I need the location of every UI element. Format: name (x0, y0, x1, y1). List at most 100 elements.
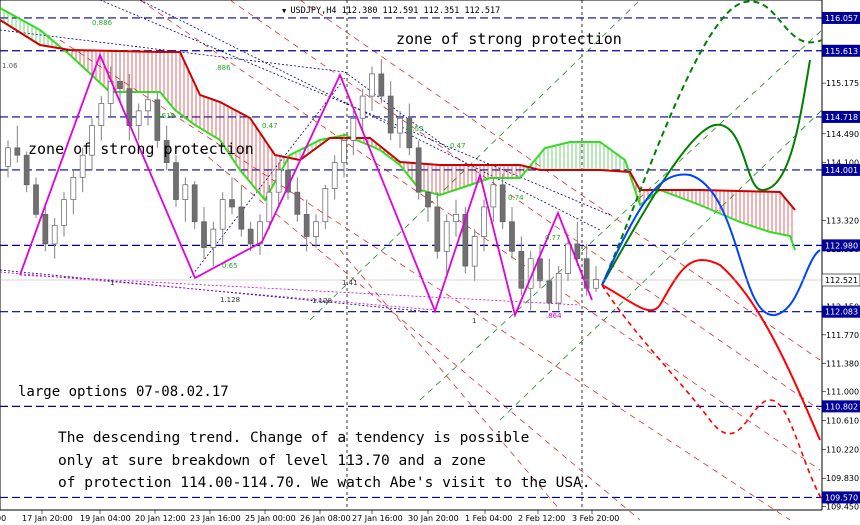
candle (303, 199, 310, 252)
y-tick-label: 113.320 (826, 216, 859, 225)
candle (341, 133, 347, 178)
svg-text:0.47: 0.47 (262, 122, 278, 130)
candle (79, 147, 86, 193)
level-label: 116.057 (822, 11, 860, 24)
candle (219, 192, 226, 244)
level-label: 112.083 (822, 305, 860, 318)
candle (490, 177, 497, 222)
x-tick-label: 27 Jan 16:00 (352, 514, 403, 523)
svg-text:112.521: 112.521 (825, 276, 858, 285)
candle (509, 206, 515, 259)
y-tick-label: 111.000 (826, 388, 859, 397)
x-tick-label: 25 Jan 00:00 (245, 514, 296, 523)
svg-text:1.06: 1.06 (2, 62, 18, 70)
x-tick-label: 20 Jan 12:00 (135, 514, 186, 523)
level-label: 109.570 (822, 491, 860, 504)
candle (163, 125, 170, 170)
y-tick-label: 114.100 (826, 159, 859, 168)
svg-text:0.74: 0.74 (508, 194, 524, 202)
candle (61, 192, 67, 237)
candle (593, 266, 599, 292)
cloud-hatch (0, 8, 793, 242)
svg-text:1.618: 1.618 (155, 112, 175, 120)
comment-line-2: only at sure breakdown of level 113.70 a… (58, 453, 486, 469)
candle (51, 218, 58, 259)
x-tick-label: 30 Jan 20:00 (408, 514, 459, 523)
x-tick-label: 23 Jan 16:00 (190, 514, 241, 523)
candle (191, 181, 198, 230)
svg-text:0.53: 0.53 (408, 125, 424, 133)
candle (70, 170, 77, 215)
candle (537, 243, 543, 289)
svg-text:00: 00 (0, 514, 6, 523)
svg-text:114.718: 114.718 (825, 113, 858, 122)
ichimoku-cloud (0, 7, 796, 251)
comment-line-1: The descending trend. Change of a tenden… (58, 430, 529, 446)
candle (406, 103, 413, 156)
ascending-channel (309, 0, 823, 421)
y-tick-label: 110.220 (826, 445, 859, 454)
candle (369, 66, 375, 111)
candle (425, 177, 431, 222)
svg-text:1: 1 (110, 279, 114, 287)
candle (359, 88, 366, 134)
candle (117, 51, 123, 104)
y-tick-label: 109.450 (826, 502, 859, 511)
plot-area (0, 0, 823, 511)
candle (555, 266, 562, 311)
comment-line-3: of protection 114.00-114.70. We watch Ab… (58, 475, 591, 491)
svg-text:0.886: 0.886 (92, 19, 113, 27)
candle (154, 92, 161, 148)
candle (313, 214, 319, 248)
candle (481, 199, 487, 252)
y-tick-label: 110.610 (826, 417, 859, 426)
candle (266, 184, 273, 230)
svg-text:0.65: 0.65 (222, 262, 238, 270)
svg-text:116.057: 116.057 (825, 14, 858, 23)
x-tick-label: 26 Jan 08:00 (300, 514, 351, 523)
options-label: large options 07-08.02.17 (18, 384, 229, 400)
candle (89, 118, 95, 170)
x-tick-label: 19 Jan 04:00 (80, 514, 131, 523)
svg-text:112.083: 112.083 (825, 308, 858, 317)
candle (23, 151, 30, 193)
x-axis-ticks: 17 Jan 20:00 19 Jan 04:00 20 Jan 12:00 23 J… (0, 510, 619, 523)
candle (173, 155, 179, 207)
level-label: 114.718 (822, 110, 860, 123)
candle (145, 88, 151, 126)
candle (453, 199, 459, 237)
candle (499, 173, 506, 230)
horizontal-levels (0, 17, 822, 499)
candle (201, 206, 207, 259)
current-price-tag: 112.521 (821, 273, 860, 287)
candle (471, 229, 478, 281)
candle (387, 81, 394, 141)
level-label: 110.802 (822, 400, 860, 413)
candle (415, 140, 422, 200)
level-price-labels: 116.057 115.613 114.718 114.001 112.980 112.0… (822, 11, 860, 504)
svg-text:0.47: 0.47 (450, 142, 466, 150)
x-tick-label: 1 Feb 04:00 (465, 514, 512, 523)
candle (565, 236, 571, 281)
candle (294, 177, 301, 222)
level-label: 112.980 (822, 239, 860, 252)
candle (434, 192, 441, 259)
svg-text:1.128: 1.128 (312, 297, 332, 305)
red-line (0, 19, 796, 211)
candle (574, 221, 581, 267)
candle (182, 177, 189, 222)
candle (275, 162, 282, 207)
x-tick-label: 3 Feb 20:00 (572, 514, 619, 523)
svg-text:115.613: 115.613 (825, 47, 858, 56)
candle (331, 155, 338, 200)
svg-text:1.128: 1.128 (220, 296, 240, 304)
y-tick-label: 111.380 (826, 360, 859, 369)
svg-text:.864: .864 (546, 312, 562, 320)
x-tick-label: 2 Feb 12:00 (518, 514, 565, 523)
price-axis (822, 0, 860, 525)
fib-labels: 0.886 1.06 .886 1.618 0.47 0.53 0.47 0.7… (2, 19, 562, 325)
zone-label-top: zone of strong protection (396, 30, 622, 48)
candle (14, 125, 21, 163)
svg-text:109.570: 109.570 (825, 493, 858, 502)
